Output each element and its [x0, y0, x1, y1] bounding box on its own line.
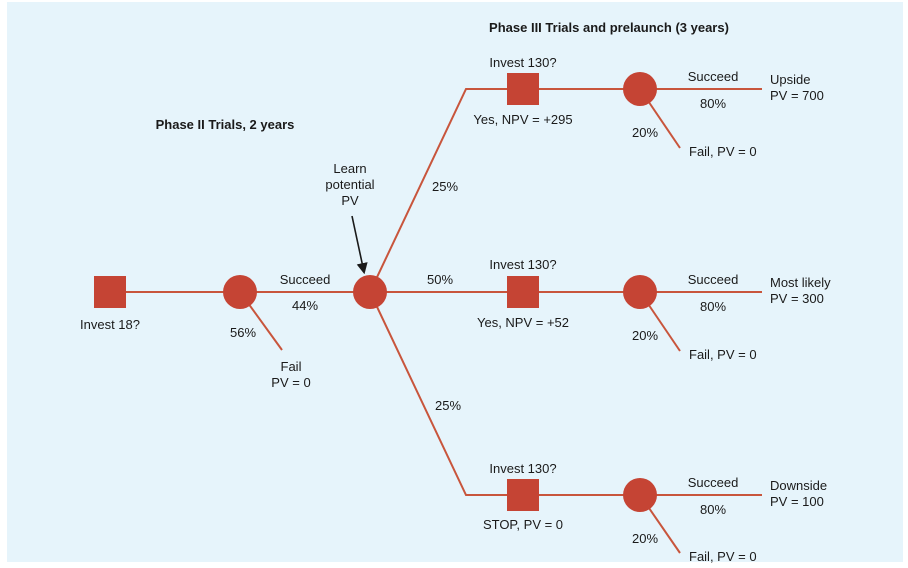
mostlikely-fail-prob: 20% [632, 328, 658, 343]
downside-fail-prob: 20% [632, 531, 658, 546]
heading-phase2: Phase II Trials, 2 years [156, 117, 295, 132]
mostlikely-outcome-line2: PV = 300 [770, 291, 824, 306]
chance-node-mostlikely [623, 275, 657, 309]
root-label: Invest 18? [80, 317, 140, 332]
phase2-succeed-label: Succeed [280, 272, 331, 287]
decision-node-mostlikely [507, 276, 539, 308]
edge-learn-downside [369, 291, 640, 496]
branch-mostlikely-prob: 50% [427, 272, 453, 287]
mostlikely-succeed-label: Succeed [688, 272, 739, 287]
chance-node-upside [623, 72, 657, 106]
phase2-fail-prob: 56% [230, 325, 256, 340]
diagram-background [7, 2, 903, 562]
upside-succeed-label: Succeed [688, 69, 739, 84]
upside-decision-result: Yes, NPV = +295 [473, 112, 572, 127]
downside-succeed-prob: 80% [700, 502, 726, 517]
chance-node-phase2 [223, 275, 257, 309]
decision-node-downside [507, 479, 539, 511]
phase2-succeed-prob: 44% [292, 298, 318, 313]
downside-outcome-line2: PV = 100 [770, 494, 824, 509]
phase2-fail-pv: PV = 0 [271, 375, 310, 390]
mostlikely-fail-label: Fail, PV = 0 [689, 347, 757, 362]
phase2-fail-label: Fail [281, 359, 302, 374]
mostlikely-decision-label: Invest 130? [489, 257, 556, 272]
upside-decision-label: Invest 130? [489, 55, 556, 70]
edge-learn-upside [369, 88, 640, 293]
decision-node-upside [507, 73, 539, 105]
chance-node-downside [623, 478, 657, 512]
upside-fail-prob: 20% [632, 125, 658, 140]
downside-outcome-line1: Downside [770, 478, 827, 493]
mostlikely-outcome-line1: Most likely [770, 275, 831, 290]
downside-fail-label: Fail, PV = 0 [689, 549, 757, 564]
downside-succeed-label: Succeed [688, 475, 739, 490]
learn-label-line1: Learn [333, 161, 366, 176]
mostlikely-decision-result: Yes, NPV = +52 [477, 315, 569, 330]
downside-decision-label: Invest 130? [489, 461, 556, 476]
mostlikely-succeed-prob: 80% [700, 299, 726, 314]
branch-downside-prob: 25% [435, 398, 461, 413]
downside-decision-result: STOP, PV = 0 [483, 517, 563, 532]
heading-phase3: Phase III Trials and prelaunch (3 years) [489, 20, 729, 35]
learn-arrow [351, 215, 368, 275]
learn-label-line2: potential [325, 177, 374, 192]
branch-upside-prob: 25% [432, 179, 458, 194]
upside-outcome-line2: PV = 700 [770, 88, 824, 103]
upside-succeed-prob: 80% [700, 96, 726, 111]
learn-label-line3: PV [341, 193, 359, 208]
upside-fail-label: Fail, PV = 0 [689, 144, 757, 159]
decision-node-invest-18 [94, 276, 126, 308]
upside-outcome-line1: Upside [770, 72, 810, 87]
chance-node-learn-pv [353, 275, 387, 309]
